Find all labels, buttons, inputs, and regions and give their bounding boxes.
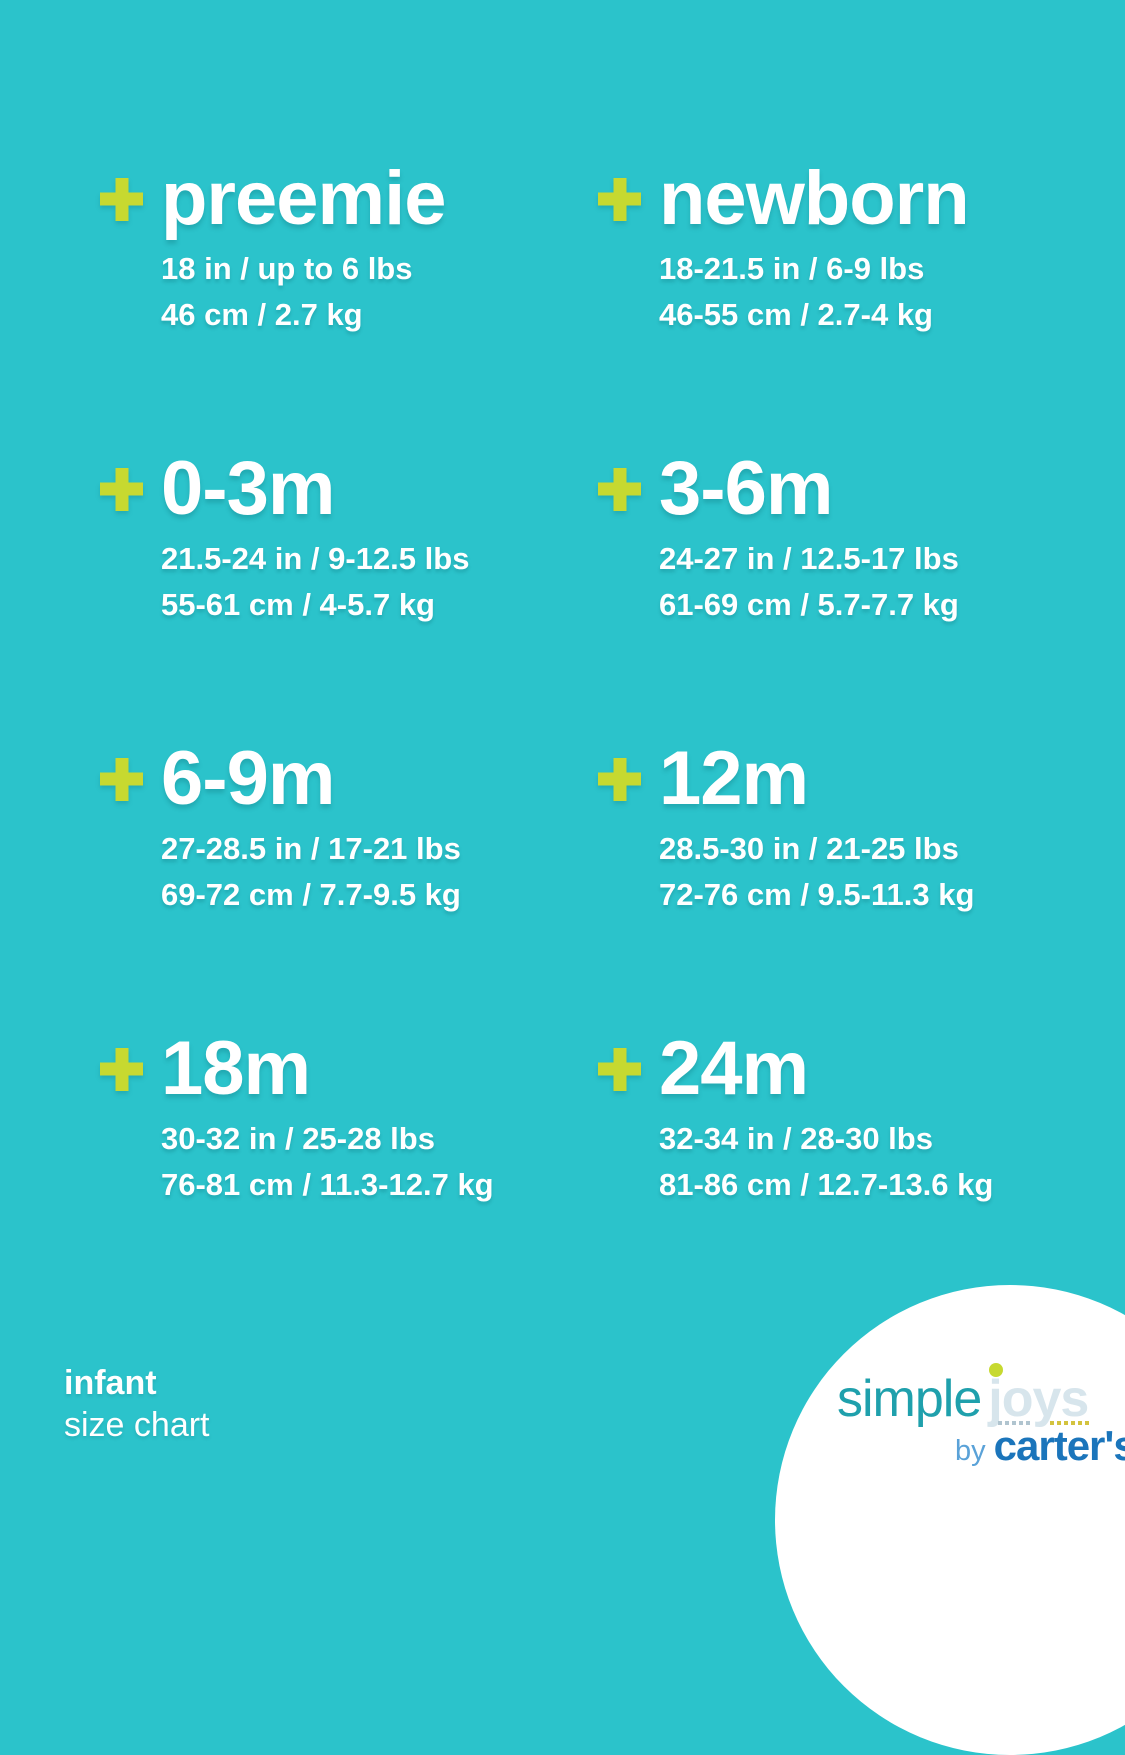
size-label: 3-6m: [659, 446, 833, 531]
plus-icon: [100, 758, 143, 801]
size-cell-18m: 18m 30-32 in / 25-28 lbs 76-81 cm / 11.3…: [100, 1026, 598, 1316]
caption-title: infant: [64, 1364, 157, 1402]
size-label: 18m: [161, 1026, 311, 1111]
size-cell-preemie: preemie 18 in / up to 6 lbs 46 cm / 2.7 …: [100, 156, 598, 446]
logo-word-joys-wrap: joys: [988, 1363, 1089, 1428]
yellow-dot-icon: [989, 1363, 1004, 1377]
size-title-row: 6-9m: [100, 736, 598, 822]
size-metric: 61-69 cm / 5.7-7.7 kg: [659, 587, 959, 622]
plus-icon: [100, 468, 143, 511]
size-title-row: 0-3m: [100, 446, 598, 532]
chart-caption: infant size chart: [64, 1362, 210, 1446]
size-label: preemie: [161, 156, 446, 241]
plus-icon: [100, 178, 143, 221]
dotted-underline-right-icon: [1050, 1421, 1089, 1425]
size-label: newborn: [659, 156, 970, 241]
size-title-row: 18m: [100, 1026, 598, 1112]
size-title-row: 3-6m: [598, 446, 1025, 532]
size-label: 6-9m: [161, 736, 335, 821]
dotted-underline-left-icon: [998, 1421, 1030, 1425]
size-imperial: 28.5-30 in / 21-25 lbs: [659, 831, 959, 866]
size-cell-3-6m: 3-6m 24-27 in / 12.5-17 lbs 61-69 cm / 5…: [598, 446, 1025, 736]
logo-word-joys: joys: [988, 1370, 1089, 1428]
size-imperial: 32-34 in / 28-30 lbs: [659, 1121, 933, 1156]
size-imperial: 18-21.5 in / 6-9 lbs: [659, 251, 925, 286]
brand-logo: simple joys: [837, 1363, 1089, 1428]
size-label: 12m: [659, 736, 809, 821]
size-metric: 81-86 cm / 12.7-13.6 kg: [659, 1167, 994, 1202]
size-title-row: newborn: [598, 156, 1025, 242]
plus-icon: [598, 1048, 641, 1091]
size-metric: 55-61 cm / 4-5.7 kg: [161, 587, 435, 622]
size-metric: 46-55 cm / 2.7-4 kg: [659, 297, 933, 332]
size-grid: preemie 18 in / up to 6 lbs 46 cm / 2.7 …: [100, 156, 1025, 1316]
size-cell-newborn: newborn 18-21.5 in / 6-9 lbs 46-55 cm / …: [598, 156, 1025, 446]
size-metric: 76-81 cm / 11.3-12.7 kg: [161, 1167, 494, 1202]
plus-icon: [598, 178, 641, 221]
logo-word-carters: carter's: [993, 1422, 1125, 1469]
size-imperial: 24-27 in / 12.5-17 lbs: [659, 541, 959, 576]
size-imperial: 30-32 in / 25-28 lbs: [161, 1121, 435, 1156]
plus-icon: [598, 758, 641, 801]
size-imperial: 27-28.5 in / 17-21 lbs: [161, 831, 461, 866]
size-imperial: 18 in / up to 6 lbs: [161, 251, 413, 286]
size-cell-0-3m: 0-3m 21.5-24 in / 9-12.5 lbs 55-61 cm / …: [100, 446, 598, 736]
size-title-row: preemie: [100, 156, 598, 242]
size-metric: 72-76 cm / 9.5-11.3 kg: [659, 877, 975, 912]
logo-word-simple: simple: [837, 1370, 982, 1428]
size-metric: 46 cm / 2.7 kg: [161, 297, 363, 332]
plus-icon: [598, 468, 641, 511]
size-label: 24m: [659, 1026, 809, 1111]
size-cell-6-9m: 6-9m 27-28.5 in / 17-21 lbs 69-72 cm / 7…: [100, 736, 598, 1026]
size-title-row: 12m: [598, 736, 1025, 822]
size-cell-24m: 24m 32-34 in / 28-30 lbs 81-86 cm / 12.7…: [598, 1026, 1025, 1316]
size-label: 0-3m: [161, 446, 335, 531]
size-metric: 69-72 cm / 7.7-9.5 kg: [161, 877, 461, 912]
size-title-row: 24m: [598, 1026, 1025, 1112]
size-chart-page: { "theme": { "bg": "#2bc3cb", "accent": …: [0, 0, 1125, 1500]
logo-word-by: by: [955, 1435, 986, 1467]
caption-subtitle: size chart: [64, 1406, 210, 1444]
size-cell-12m: 12m 28.5-30 in / 21-25 lbs 72-76 cm / 9.…: [598, 736, 1025, 1026]
plus-icon: [100, 1048, 143, 1091]
size-imperial: 21.5-24 in / 9-12.5 lbs: [161, 541, 470, 576]
